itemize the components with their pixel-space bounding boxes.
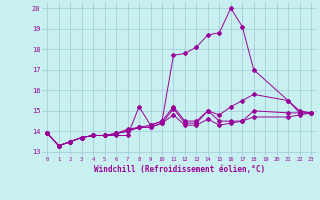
X-axis label: Windchill (Refroidissement éolien,°C): Windchill (Refroidissement éolien,°C): [94, 165, 265, 174]
